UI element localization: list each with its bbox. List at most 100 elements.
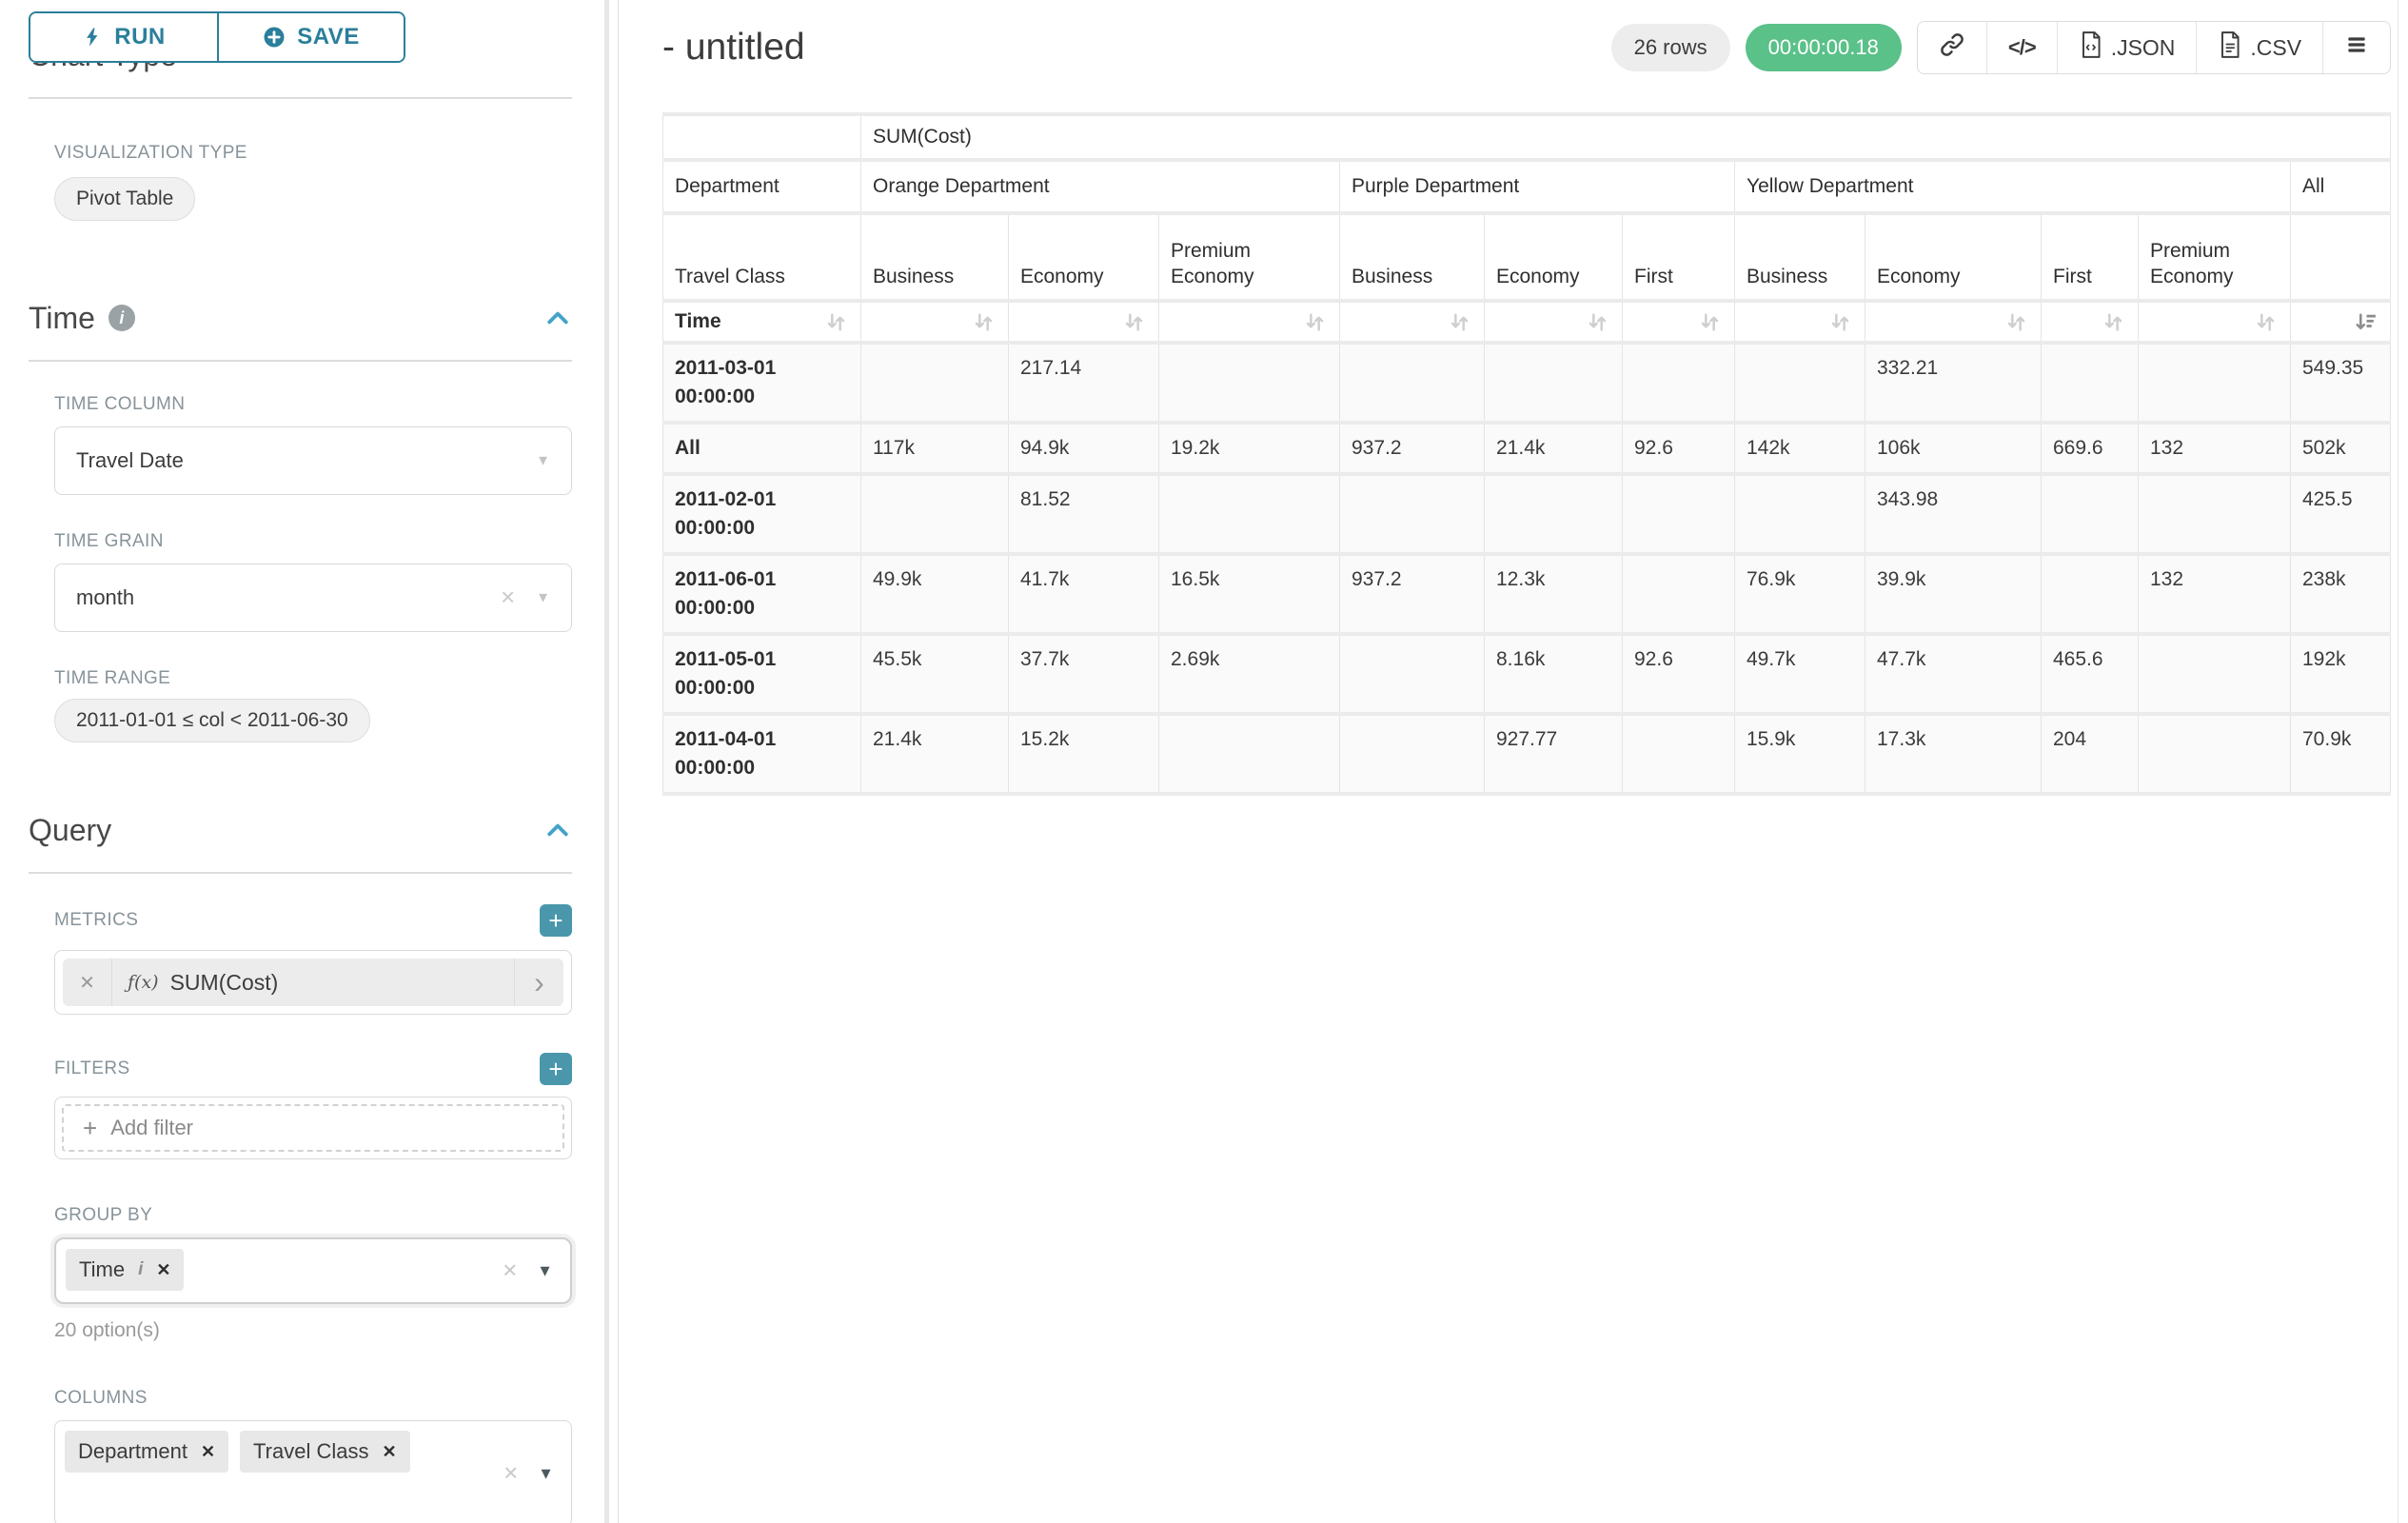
group-by-options-hint: 20 option(s) bbox=[54, 1319, 572, 1342]
selected-tag[interactable]: Travel Class✕ bbox=[240, 1431, 410, 1473]
corner-cell bbox=[663, 114, 861, 160]
divider bbox=[29, 360, 572, 362]
row-axis-label: Time bbox=[675, 310, 721, 333]
sort-header-cell bbox=[2042, 301, 2139, 343]
csv-file-icon bbox=[2218, 30, 2242, 65]
add-filter-button[interactable]: + bbox=[540, 1053, 572, 1085]
pivot-cell: 8.16k bbox=[1485, 634, 1623, 714]
chevron-up-icon[interactable] bbox=[543, 816, 572, 844]
selected-tag[interactable]: Department ✕ bbox=[65, 1431, 228, 1473]
row-label: 2011-02-01 00:00:00 bbox=[663, 474, 861, 554]
time-grain-select[interactable]: month ✕ ▼ bbox=[54, 564, 572, 632]
sort-icon[interactable] bbox=[1447, 310, 1472, 334]
sort-icon[interactable] bbox=[1121, 310, 1147, 334]
table-row: 2011-06-01 00:00:0049.9k41.7k16.5k937.21… bbox=[663, 554, 2391, 634]
remove-tag-icon[interactable]: ✕ bbox=[382, 1442, 396, 1462]
filters-box: + Add filter bbox=[54, 1097, 572, 1159]
time-range-pill[interactable]: 2011-01-01 ≤ col < 2011-06-30 bbox=[54, 699, 370, 742]
metric-label: SUM(Cost) bbox=[170, 970, 279, 996]
columns-select[interactable]: Department✕Travel Class✕ ✕ ▼ bbox=[54, 1420, 572, 1523]
csv-button-label: .CSV bbox=[2250, 35, 2301, 61]
column-header: First bbox=[1623, 213, 1735, 301]
time-heading: Time i bbox=[29, 301, 135, 336]
caret-down-icon[interactable]: ▼ bbox=[538, 1464, 554, 1483]
pivot-cell: 502k bbox=[2291, 423, 2391, 474]
sort-icon[interactable] bbox=[2253, 310, 2279, 334]
table-row: 2011-04-01 00:00:0021.4k15.2k927.7715.9k… bbox=[663, 714, 2391, 794]
column-header: Economy bbox=[1485, 213, 1623, 301]
caret-down-icon: ▼ bbox=[536, 453, 550, 469]
clear-icon[interactable]: ✕ bbox=[503, 1462, 519, 1486]
metric-pill[interactable]: ✕ ƒ(x) SUM(Cost) › bbox=[63, 959, 563, 1006]
pivot-cell bbox=[1623, 714, 1735, 794]
export-csv-button[interactable]: .CSV bbox=[2197, 22, 2323, 73]
time-column-select[interactable]: Travel Date ▼ bbox=[54, 426, 572, 495]
save-button[interactable]: SAVE bbox=[217, 13, 404, 61]
view-query-button[interactable]: </> bbox=[1987, 22, 2058, 73]
pivot-cell bbox=[1623, 474, 1735, 554]
pivot-cell bbox=[1485, 343, 1623, 423]
time-column-label: TIME COLUMN bbox=[54, 394, 572, 415]
add-metric-button[interactable]: + bbox=[540, 904, 572, 937]
save-button-label: SAVE bbox=[297, 24, 360, 50]
run-button-label: RUN bbox=[114, 24, 166, 50]
group-by-select[interactable]: Timei✕ ✕ ▼ bbox=[54, 1237, 572, 1304]
table-row: 2011-05-01 00:00:0045.5k37.7k2.69k8.16k9… bbox=[663, 634, 2391, 714]
column-header bbox=[2291, 213, 2391, 301]
sort-icon[interactable] bbox=[1697, 310, 1723, 334]
caret-down-icon[interactable]: ▼ bbox=[537, 1261, 553, 1280]
group-header: Purple Department bbox=[1340, 160, 1735, 213]
row-label: All bbox=[663, 423, 861, 474]
pivot-cell: 94.9k bbox=[1009, 423, 1159, 474]
sort-icon[interactable] bbox=[1585, 310, 1610, 334]
sort-desc-icon[interactable] bbox=[2353, 310, 2378, 334]
share-link-button[interactable] bbox=[1918, 22, 1987, 73]
visualization-type-pill[interactable]: Pivot Table bbox=[54, 177, 195, 221]
clear-icon[interactable]: ✕ bbox=[500, 586, 516, 610]
sort-icon[interactable] bbox=[2003, 310, 2029, 334]
run-button[interactable]: RUN bbox=[30, 13, 217, 61]
sort-icon[interactable] bbox=[2101, 310, 2126, 334]
info-icon: i bbox=[109, 305, 135, 331]
chevron-up-icon[interactable] bbox=[543, 304, 572, 332]
sort-header-cell bbox=[1159, 301, 1340, 343]
pivot-cell: 192k bbox=[2291, 634, 2391, 714]
lightning-bolt-icon bbox=[82, 25, 103, 49]
pivot-cell: 70.9k bbox=[2291, 714, 2391, 794]
columns-label: COLUMNS bbox=[54, 1388, 572, 1409]
panel-scrollbar[interactable] bbox=[604, 0, 609, 1523]
pivot-cell: 238k bbox=[2291, 554, 2391, 634]
remove-tag-icon[interactable]: ✕ bbox=[201, 1442, 215, 1462]
divider bbox=[29, 97, 572, 99]
pivot-cell: 132 bbox=[2139, 423, 2291, 474]
pivot-cell: 47.7k bbox=[1865, 634, 2042, 714]
section-query: Query METRICS + ✕ ƒ(x) SUM(Cost) bbox=[54, 809, 572, 1523]
sort-icon[interactable] bbox=[1302, 310, 1328, 334]
query-heading: Query bbox=[29, 813, 111, 848]
tag-label: Time bbox=[79, 1257, 125, 1282]
row-label: 2011-06-01 00:00:00 bbox=[663, 554, 861, 634]
table-row: SUM(Cost) bbox=[663, 114, 2391, 160]
chart-header-actions: 26 rows 00:00:00.18 </> bbox=[1611, 21, 2392, 74]
pivot-cell: 49.7k bbox=[1735, 634, 1865, 714]
sort-header-cell bbox=[1009, 301, 1159, 343]
add-filter-dropzone[interactable]: + Add filter bbox=[62, 1104, 564, 1152]
sort-icon[interactable] bbox=[1827, 310, 1853, 334]
chevron-right-icon[interactable]: › bbox=[514, 959, 563, 1006]
export-json-button[interactable]: .JSON bbox=[2058, 22, 2198, 73]
pivot-cell: 937.2 bbox=[1340, 554, 1485, 634]
tag-label: Department bbox=[78, 1439, 188, 1464]
sort-icon[interactable] bbox=[823, 310, 849, 334]
selected-tag[interactable]: Timei✕ bbox=[66, 1249, 184, 1291]
pivot-cell bbox=[1159, 714, 1340, 794]
remove-metric-icon[interactable]: ✕ bbox=[63, 959, 112, 1006]
sort-header-cell bbox=[1735, 301, 1865, 343]
pivot-cell: 669.6 bbox=[2042, 423, 2139, 474]
sort-icon[interactable] bbox=[971, 310, 997, 334]
remove-tag-icon[interactable]: ✕ bbox=[156, 1260, 170, 1280]
sort-header-cell bbox=[861, 301, 1009, 343]
pivot-cell: 92.6 bbox=[1623, 423, 1735, 474]
chart-title[interactable]: - untitled bbox=[662, 27, 805, 69]
menu-button[interactable] bbox=[2323, 22, 2390, 73]
clear-icon[interactable]: ✕ bbox=[502, 1259, 518, 1283]
